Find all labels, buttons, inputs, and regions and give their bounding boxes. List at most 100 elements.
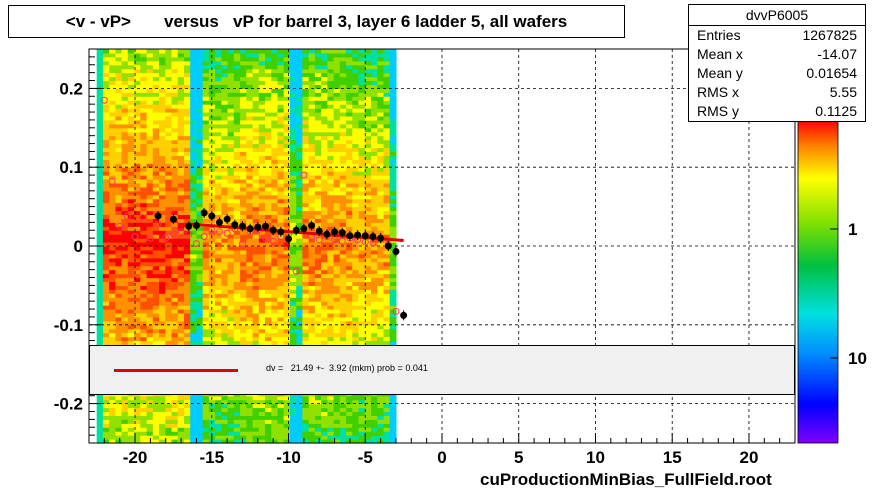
heatmap-cell: [246, 179, 254, 184]
heatmap-cell: [277, 246, 285, 251]
heatmap-cell: [314, 72, 322, 78]
heatmap-cell: [258, 289, 266, 294]
heatmap-cell: [159, 183, 166, 188]
heatmap-cell: [290, 127, 297, 133]
heatmap-cell: [140, 427, 148, 432]
heatmap-cell: [339, 214, 347, 219]
heatmap-cell: [333, 305, 341, 310]
heatmap-cell: [159, 214, 166, 219]
heatmap-cell: [159, 246, 166, 251]
heatmap-cell: [165, 131, 173, 137]
heatmap-cell: [115, 139, 123, 145]
heatmap-cell: [389, 155, 397, 160]
heatmap-cell: [121, 64, 129, 70]
mean-profile-point: [354, 229, 362, 240]
heatmap-cell: [233, 230, 241, 235]
heatmap-cell: [308, 123, 316, 129]
heatmap-cell: [271, 439, 279, 444]
heatmap-cell: [152, 407, 160, 412]
heatmap-cell: [171, 336, 179, 342]
heatmap-cell: [265, 64, 272, 70]
heatmap-cell: [184, 249, 191, 255]
heatmap-cell: [152, 285, 160, 290]
alt-profile-point: [100, 96, 108, 104]
heatmap-cell: [383, 96, 391, 101]
heatmap-cell: [121, 218, 129, 223]
heatmap-cell: [333, 167, 341, 172]
heatmap-cell: [389, 179, 397, 184]
heatmap-cell: [258, 328, 266, 334]
heatmap-cell: [177, 167, 185, 172]
heatmap-cell: [339, 190, 347, 196]
heatmap-cell: [389, 340, 397, 346]
heatmap-cell: [358, 171, 366, 176]
heatmap-cell: [202, 92, 210, 97]
heatmap-cell: [215, 186, 222, 192]
heatmap-cell: [146, 127, 154, 133]
heatmap-cell: [364, 222, 372, 227]
heatmap-cell: [184, 257, 191, 263]
heatmap-cell: [134, 76, 141, 82]
heatmap-cell: [308, 68, 316, 74]
heatmap-cell: [134, 175, 141, 180]
heatmap-cell: [314, 328, 322, 334]
heatmap-cell: [177, 340, 185, 346]
heatmap-cell: [177, 403, 185, 409]
heatmap-cell: [346, 171, 353, 176]
heatmap-cell: [109, 313, 116, 318]
heatmap-cell: [383, 119, 391, 125]
heatmap-cell: [271, 340, 279, 346]
heatmap-cell: [208, 92, 216, 97]
heatmap-cell: [165, 273, 173, 279]
heatmap-cell: [121, 324, 129, 330]
heatmap-cell: [190, 49, 197, 54]
heatmap-cell: [371, 190, 378, 196]
heatmap-cell: [202, 76, 210, 82]
heatmap-cell: [240, 131, 247, 137]
heatmap-cell: [346, 281, 353, 286]
heatmap-cell: [184, 301, 191, 306]
heatmap-cell: [358, 411, 366, 416]
heatmap-cell: [258, 316, 266, 322]
heatmap-cell: [221, 328, 229, 334]
heatmap-cell: [371, 316, 378, 322]
heatmap-cell: [258, 415, 266, 420]
heatmap-cell: [227, 131, 235, 137]
heatmap-cell: [165, 171, 173, 176]
heatmap-cell: [283, 285, 291, 290]
heatmap-cell: [227, 427, 235, 432]
heatmap-cell: [258, 324, 266, 330]
heatmap-cell: [265, 261, 272, 267]
heatmap-cell: [296, 411, 303, 416]
heatmap-cell: [383, 305, 391, 310]
heatmap-cell: [102, 285, 110, 290]
heatmap-cell: [115, 230, 123, 235]
heatmap-cell: [240, 415, 247, 420]
heatmap-cell: [115, 163, 123, 168]
heatmap-cell: [109, 273, 116, 279]
heatmap-cell: [146, 281, 154, 286]
heatmap-cell: [140, 238, 148, 243]
heatmap-cell: [184, 108, 191, 113]
heatmap-cell: [308, 269, 316, 275]
heatmap-cell: [333, 253, 341, 259]
heatmap-cell: [339, 104, 347, 109]
heatmap-cell: [215, 76, 222, 82]
heatmap-cell: [121, 171, 129, 176]
heatmap-cell: [252, 427, 260, 432]
heatmap-cell: [171, 175, 179, 180]
heatmap-cell: [115, 119, 123, 125]
heatmap-cell: [165, 238, 173, 243]
heatmap-cell: [184, 415, 191, 420]
heatmap-cell: [102, 56, 110, 62]
heatmap-cell: [190, 202, 197, 208]
heatmap-cell: [352, 147, 360, 152]
heatmap-cell: [265, 309, 272, 314]
heatmap-cell: [196, 119, 204, 125]
heatmap-cell: [240, 52, 247, 58]
heatmap-cell: [271, 198, 279, 204]
heatmap-cell: [358, 230, 366, 235]
heatmap-cell: [383, 72, 391, 78]
heatmap-cell: [290, 52, 297, 58]
heatmap-cell: [371, 324, 378, 330]
